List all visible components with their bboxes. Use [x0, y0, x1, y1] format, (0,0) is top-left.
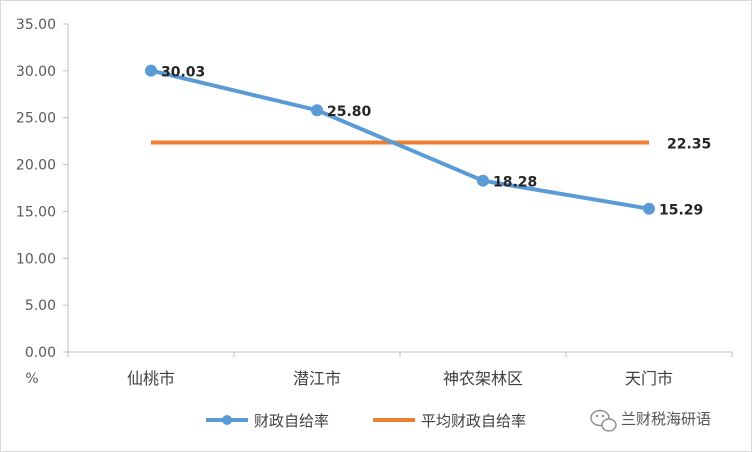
legend-label-series-1: 平均财政自给率 [421, 412, 526, 430]
wechat-icon [590, 409, 617, 432]
data-label: 15.29 [659, 203, 703, 219]
y-tick-label: 35.00 [16, 17, 56, 33]
y-tick-label: 0.00 [25, 345, 56, 361]
x-tick-label: 天门市 [625, 369, 673, 388]
y-tick-label: 15.00 [16, 204, 56, 220]
y-tick-label: 25.00 [16, 111, 56, 127]
data-label: 30.03 [161, 65, 205, 81]
y-tick-label: 5.00 [25, 298, 56, 314]
x-tick-label: 神农架林区 [443, 369, 523, 388]
y-tick-label: 30.00 [16, 64, 56, 80]
y-tick-label: 10.00 [16, 251, 56, 267]
series-line-fiscal-ratio [150, 68, 650, 211]
watermark-text: 兰财税海研语 [621, 410, 711, 428]
y-axis-unit-label: % [25, 371, 38, 387]
data-label-average: 22.35 [667, 137, 711, 153]
legend-label-series-0: 财政自给率 [254, 412, 329, 430]
data-point [145, 64, 157, 77]
legend-item-series-0: 财政自给率 [206, 412, 329, 430]
data-label: 18.28 [493, 175, 537, 191]
legend-item-series-1: 平均财政自给率 [373, 412, 526, 430]
watermark: 兰财税海研语 [590, 409, 711, 432]
data-point [477, 174, 489, 187]
legend: 财政自给率 平均财政自给率 [206, 412, 526, 430]
data-point [643, 202, 655, 215]
x-tick-label: 仙桃市 [127, 369, 175, 388]
data-label: 25.80 [327, 104, 372, 120]
x-tick-label: 潜江市 [293, 369, 341, 388]
data-point [311, 104, 323, 117]
legend-swatch-marker [222, 415, 232, 425]
y-tick-label: 20.00 [16, 158, 56, 174]
